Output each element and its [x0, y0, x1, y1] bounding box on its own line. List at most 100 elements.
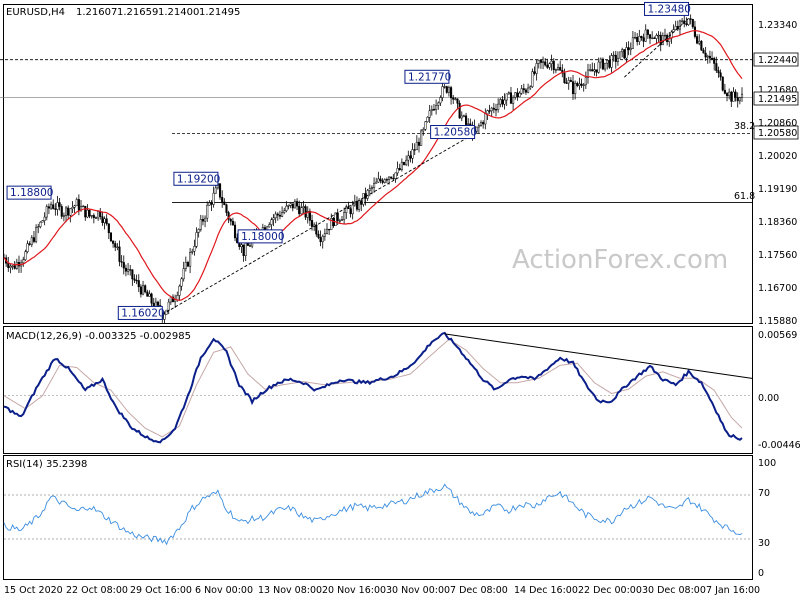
candle-body [730, 91, 733, 102]
candle-body [597, 61, 600, 73]
candle-body [377, 178, 380, 183]
axis-tag-current: 1.21495 [758, 94, 797, 105]
candle-body [131, 269, 134, 280]
candle-body [373, 183, 376, 188]
candle-body [689, 18, 692, 20]
candle-body [435, 105, 438, 111]
candle-body [636, 36, 639, 42]
candle-body [101, 216, 104, 223]
candle-body [118, 246, 121, 262]
candle-body [561, 69, 564, 74]
signal-line [3, 338, 743, 438]
price-y-tick: 1.21680 [758, 85, 797, 96]
candle-body [375, 181, 378, 184]
candle-body [492, 107, 495, 110]
candle-body [219, 183, 222, 198]
candle-body [578, 83, 581, 86]
candle-body [629, 48, 632, 51]
candle-body [310, 220, 314, 227]
candle-body [97, 211, 100, 219]
price-moving-average [3, 30, 743, 301]
x-tick: 7 Jan 16:00 [706, 585, 760, 596]
candle-body [593, 69, 596, 72]
candle-body [109, 232, 113, 242]
candle-body [537, 60, 540, 64]
candle-body [465, 115, 468, 125]
x-tick: 29 Oct 16:00 [130, 585, 192, 596]
candle-body [137, 280, 140, 288]
candle-body [586, 69, 590, 78]
candle-body [633, 36, 637, 39]
macd-title: MACD(12,26,9) -0.003325 -0.002985 [6, 331, 191, 342]
candle-body [606, 60, 609, 64]
candle-body [723, 89, 726, 94]
candle-body [400, 161, 403, 170]
price-tag-box [6, 185, 52, 200]
candle-body [398, 168, 401, 170]
candle-body [443, 86, 446, 88]
candle-body [550, 60, 553, 64]
candle-body [47, 206, 50, 209]
candle-body [599, 58, 602, 63]
candle-body [11, 265, 14, 267]
candle-body [432, 109, 436, 111]
candle-body [343, 212, 346, 220]
candle-body [407, 155, 410, 161]
candle-body [210, 202, 213, 205]
rsi-layer [3, 483, 752, 546]
candle-body [58, 202, 61, 207]
candle-body [94, 217, 98, 219]
candle-body [75, 199, 78, 207]
candle-body [178, 285, 181, 296]
candle-body [533, 71, 536, 74]
candle-body [524, 89, 527, 93]
candle-body [60, 206, 63, 217]
candle-body [270, 219, 273, 225]
candle-body [370, 187, 373, 189]
candle-body [315, 224, 318, 235]
candle-body [736, 97, 739, 102]
candle-body [225, 204, 228, 213]
candle-body [574, 82, 577, 95]
candle-body [379, 178, 382, 181]
candle-body [548, 63, 551, 68]
candle-body [300, 207, 303, 215]
candle-body [584, 77, 587, 86]
candle-body [700, 40, 703, 51]
candle-body [392, 177, 395, 180]
price-header-symbol: EURUSD,H4 [6, 7, 65, 18]
candle-body [338, 220, 341, 222]
candle-body [293, 201, 296, 209]
candle-body [174, 299, 177, 303]
price-tag-label: 1.19200 [177, 173, 220, 185]
price-tag-label: 1.18000 [241, 231, 284, 243]
candle-body [116, 246, 119, 248]
x-tick: 22 Dec 00:00 [578, 585, 642, 596]
candle-body [84, 205, 87, 218]
axis-tag-box [753, 125, 799, 140]
candle-body [229, 219, 232, 222]
candle-body [542, 61, 545, 63]
candle-body [141, 285, 145, 295]
candle-body [285, 205, 288, 212]
candle-body [62, 215, 65, 217]
candle-body [535, 63, 538, 74]
candle-body [56, 202, 59, 210]
candle-body [467, 123, 470, 125]
candle-body [302, 206, 305, 208]
candle-body [522, 88, 525, 91]
price-tag-label: 1.20580 [434, 127, 477, 139]
candle-body [638, 36, 641, 42]
candle-body [246, 242, 249, 246]
candle-body [422, 129, 425, 132]
candle-body [415, 141, 418, 151]
candle-body [182, 268, 185, 280]
candle-body [184, 262, 187, 269]
candle-body [35, 227, 38, 242]
candle-body [477, 125, 480, 128]
candle-body [514, 92, 517, 98]
candle-body [325, 228, 329, 234]
candle-body [563, 72, 566, 84]
candle-body [32, 237, 35, 242]
candle-body [651, 37, 654, 39]
